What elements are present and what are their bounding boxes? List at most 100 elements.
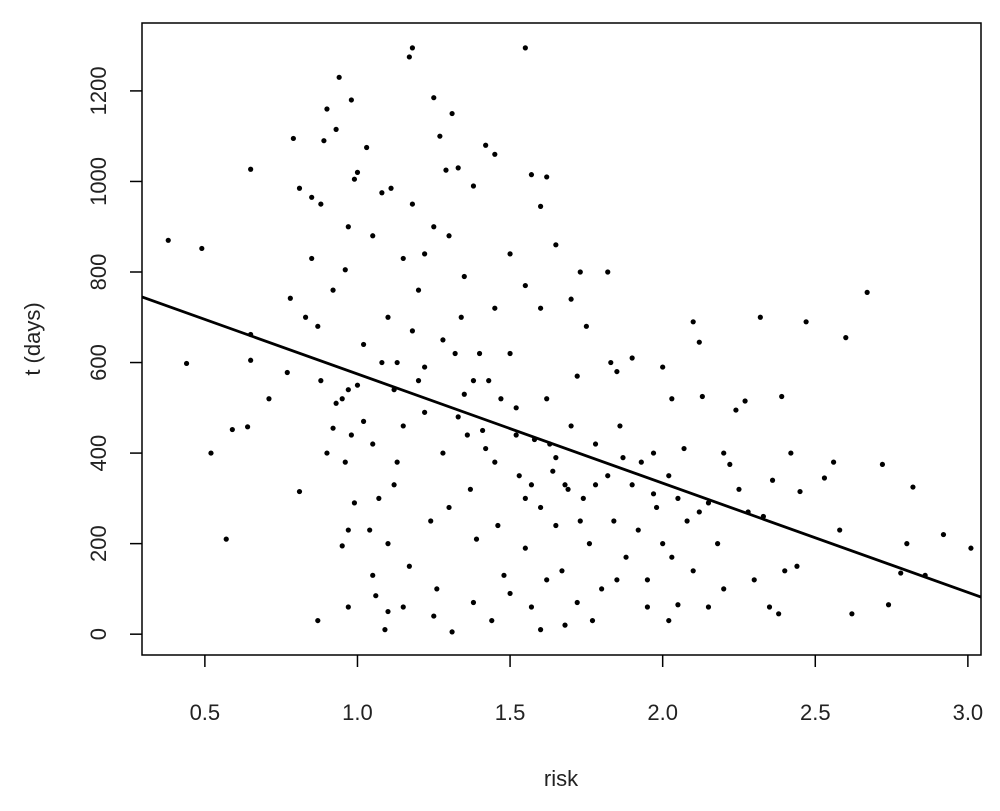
- point: [324, 106, 330, 112]
- point: [644, 577, 651, 583]
- point: [318, 201, 324, 207]
- point: [537, 627, 544, 633]
- point: [452, 350, 458, 357]
- point: [669, 554, 675, 560]
- point: [309, 194, 315, 200]
- point: [528, 482, 535, 488]
- point: [721, 450, 727, 456]
- point: [342, 459, 348, 465]
- point: [620, 455, 626, 461]
- point: [751, 577, 757, 583]
- point: [553, 455, 559, 461]
- point: [559, 568, 565, 574]
- x-tick-label: 2.0: [647, 700, 678, 725]
- point: [351, 500, 358, 506]
- point: [266, 396, 272, 402]
- point: [940, 531, 947, 538]
- point: [400, 604, 406, 610]
- point: [592, 441, 599, 447]
- point: [501, 572, 507, 578]
- point: [776, 611, 782, 617]
- point: [669, 396, 675, 402]
- point: [507, 350, 513, 357]
- point: [315, 323, 321, 329]
- point: [428, 518, 434, 524]
- point: [769, 477, 776, 483]
- point: [650, 491, 657, 497]
- point: [489, 617, 495, 624]
- point: [553, 242, 559, 248]
- point: [422, 251, 428, 257]
- point: [345, 527, 351, 533]
- point: [492, 459, 498, 465]
- point: [348, 97, 354, 103]
- point: [782, 568, 788, 574]
- point: [537, 504, 544, 511]
- point: [480, 427, 486, 434]
- point: [757, 314, 763, 320]
- point: [318, 378, 324, 384]
- point: [422, 364, 428, 370]
- point: [483, 445, 489, 452]
- point: [339, 396, 345, 402]
- x-tick-label: 1.5: [495, 700, 526, 725]
- point: [498, 396, 504, 402]
- point: [446, 233, 452, 239]
- point: [364, 144, 370, 151]
- point: [394, 359, 400, 366]
- point: [910, 484, 916, 490]
- point: [544, 174, 550, 180]
- point: [406, 54, 412, 60]
- point: [440, 337, 446, 343]
- point: [324, 450, 330, 456]
- point: [382, 627, 388, 633]
- point: [345, 604, 351, 610]
- point: [431, 224, 437, 230]
- point: [470, 599, 477, 606]
- point: [199, 245, 205, 252]
- point: [650, 450, 657, 456]
- point: [345, 387, 351, 393]
- point: [544, 396, 550, 402]
- point: [449, 110, 455, 117]
- point: [522, 282, 528, 289]
- point: [821, 475, 828, 481]
- point: [562, 482, 568, 488]
- point: [467, 486, 473, 492]
- point: [592, 482, 599, 488]
- point: [522, 495, 528, 501]
- x-tick-label: 0.5: [190, 700, 221, 725]
- point: [409, 328, 416, 334]
- point: [705, 500, 712, 506]
- point: [660, 364, 666, 370]
- point: [309, 255, 315, 262]
- y-tick-label: 600: [86, 344, 111, 381]
- point: [476, 350, 483, 357]
- point: [721, 586, 727, 592]
- point: [675, 495, 681, 501]
- point: [681, 445, 687, 452]
- point: [522, 545, 528, 551]
- point: [370, 233, 376, 239]
- point: [599, 586, 605, 592]
- point: [354, 382, 361, 388]
- point: [635, 527, 641, 533]
- point: [473, 536, 480, 542]
- point: [440, 450, 446, 456]
- point: [455, 165, 461, 171]
- point: [544, 577, 550, 583]
- point: [449, 629, 455, 635]
- point: [608, 359, 614, 366]
- point: [580, 495, 586, 501]
- point: [470, 378, 477, 384]
- point: [492, 305, 498, 311]
- point: [223, 536, 229, 542]
- point: [803, 319, 809, 325]
- point: [565, 486, 571, 492]
- point: [568, 423, 574, 429]
- point: [830, 459, 837, 465]
- point: [495, 522, 501, 529]
- point: [388, 185, 394, 191]
- point: [644, 604, 651, 610]
- point: [360, 341, 367, 348]
